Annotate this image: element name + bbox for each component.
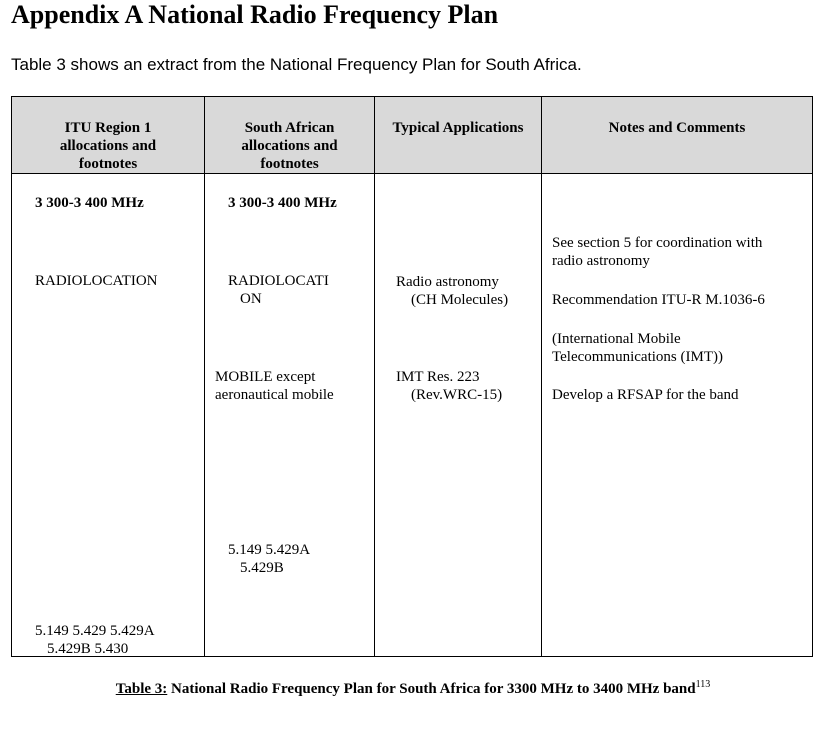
header-itu-region: ITU Region 1 allocations and footnotes (59, 120, 157, 172)
itu-footnotes: 5.149 5.429 5.429A 5.429B 5.430 (35, 623, 155, 657)
caption-text: National Radio Frequency Plan for South … (167, 681, 696, 697)
note-rfsap: Develop a RFSAP for the band (552, 387, 739, 403)
note-imt: (International Mobile Telecommunications… (552, 331, 723, 365)
sa-allocation: RADIOLOCATI ON (228, 273, 329, 307)
intro-paragraph: Table 3 shows an extract from the Nation… (11, 55, 582, 74)
frequency-plan-table: ITU Region 1 allocations and footnotes Sou… (11, 96, 813, 657)
sa-footnotes: 5.149 5.429A 5.429B (228, 542, 311, 576)
note-recommendation: Recommendation ITU-R M.1036-6 (552, 292, 765, 308)
caption-footnote-ref: 113 (695, 679, 711, 690)
sa-mobile-allocation: MOBILE except aeronautical mobile (215, 369, 334, 403)
itu-allocation: RADIOLOCATION (35, 273, 158, 289)
column-divider (374, 97, 375, 656)
sa-band: 3 300-3 400 MHz (228, 195, 337, 211)
header-notes-comments: Notes and Comments (608, 120, 746, 136)
table-caption: Table 3: National Radio Frequency Plan f… (0, 679, 826, 698)
table-header-row (12, 97, 812, 174)
column-divider (541, 97, 542, 656)
header-typical-applications: Typical Applications (392, 120, 524, 136)
itu-band: 3 300-3 400 MHz (35, 195, 144, 211)
app-imt: IMT Res. 223 (Rev.WRC-15) (396, 369, 503, 403)
caption-label: Table 3: (115, 681, 168, 697)
app-radio-astronomy: Radio astronomy (CH Molecules) (396, 274, 509, 308)
note-coordination: See section 5 for coordination with radi… (552, 235, 763, 269)
page-heading: Appendix A National Radio Frequency Plan (11, 0, 499, 29)
column-divider (204, 97, 205, 656)
header-south-african: South African allocations and footnotes (241, 120, 338, 172)
